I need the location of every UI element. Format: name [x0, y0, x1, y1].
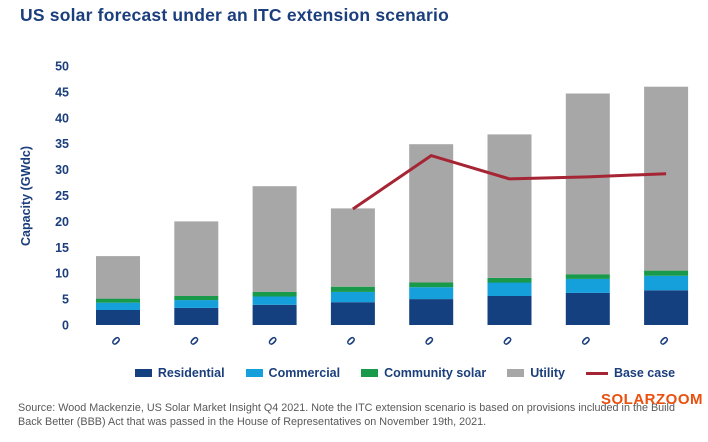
legend-label-utility: Utility [530, 366, 565, 380]
x-axis-tick-label: 0 [578, 334, 593, 349]
legend-swatch-community-solar-box [361, 369, 379, 377]
legend-item-base-case: Base case [585, 366, 676, 380]
y-axis-tick-label: 40 [55, 111, 69, 125]
bar-segment-community-solar [330, 286, 375, 292]
bar-segment-commercial [330, 291, 375, 303]
y-axis-title: Capacity (GWdc) [19, 146, 33, 246]
bar-segment-utility [565, 93, 610, 275]
legend-item-community-solar: Community solar [361, 366, 486, 380]
chart-legend: Residential Commercial Community solar Util… [110, 366, 700, 380]
bar-segment-community-solar [565, 274, 610, 279]
x-axis-tick-label: 0 [187, 334, 202, 349]
x-axis-tick-label: 0 [343, 334, 358, 349]
bar-segment-residential [96, 310, 140, 325]
bar-segment-commercial [174, 300, 219, 308]
legend-item-commercial: Commercial [245, 366, 341, 380]
bar-segment-community-solar [487, 277, 532, 283]
bar-segment-community-solar [252, 291, 297, 297]
y-axis-tick-label: 20 [55, 215, 69, 229]
y-axis-tick-label: 25 [55, 189, 69, 203]
bar-segment-commercial [409, 287, 454, 300]
y-axis-tick-label: 15 [55, 241, 69, 255]
y-axis-tick-label: 45 [55, 85, 69, 99]
bar-segment-utility [330, 208, 375, 287]
bar-segment-residential [409, 299, 454, 325]
legend-swatch-commercial-box [245, 369, 263, 377]
legend-swatch-utility-box [507, 369, 525, 377]
y-axis-tick-label: 0 [62, 319, 69, 333]
bar-segment-community-solar [174, 296, 219, 301]
x-axis-tick-label: 0 [657, 334, 672, 349]
legend-label-base-case: Base case [613, 366, 676, 380]
y-axis-tick-label: 35 [55, 137, 69, 151]
bar-segment-residential [565, 292, 610, 325]
bar-segment-utility [487, 134, 532, 278]
bar-segment-residential [487, 296, 532, 325]
source-note: Source: Wood Mackenzie, US Solar Market … [18, 402, 675, 429]
bar-segment-residential [174, 307, 219, 325]
bar-segment-utility [96, 256, 140, 299]
y-axis-tick-label: 5 [62, 293, 69, 307]
bar-segment-residential [644, 290, 689, 325]
x-axis-tick-label: 0 [108, 334, 123, 349]
bar-segment-commercial [644, 275, 689, 291]
legend-item-utility: Utility [507, 366, 565, 380]
bar-segment-utility [252, 186, 297, 292]
y-axis-tick-label: 30 [55, 163, 69, 177]
watermark: SOLARZOOM [601, 391, 703, 408]
y-axis-tick-label: 10 [55, 267, 69, 281]
bar-segment-utility [644, 86, 689, 271]
x-axis-tick-label: 0 [500, 334, 515, 349]
bar-segment-commercial [252, 296, 297, 305]
bar-segment-community-solar [96, 298, 140, 303]
chart-title: US solar forecast under an ITC extension… [20, 5, 449, 25]
legend-label-commercial: Commercial [268, 366, 341, 380]
bar-segment-community-solar [409, 282, 454, 288]
legend-label-residential: Residential [157, 366, 225, 380]
legend-label-community-solar: Community solar [384, 366, 487, 380]
legend-item-residential: Residential [134, 366, 225, 380]
bar-segment-commercial [565, 278, 610, 293]
bar-segment-residential [252, 304, 297, 325]
legend-swatch-residential-box [134, 369, 152, 377]
x-axis-tick-label: 0 [265, 334, 280, 349]
bar-segment-utility [174, 221, 219, 296]
bar-segment-community-solar [644, 270, 689, 276]
y-axis-tick-label: 50 [55, 60, 69, 74]
base-case-line [352, 153, 667, 211]
bar-segment-residential [330, 302, 375, 325]
bar-segment-commercial [96, 302, 140, 310]
x-axis-tick-label: 0 [422, 334, 437, 349]
bar-segment-commercial [487, 282, 532, 296]
legend-swatch-base-case-line [585, 371, 608, 375]
